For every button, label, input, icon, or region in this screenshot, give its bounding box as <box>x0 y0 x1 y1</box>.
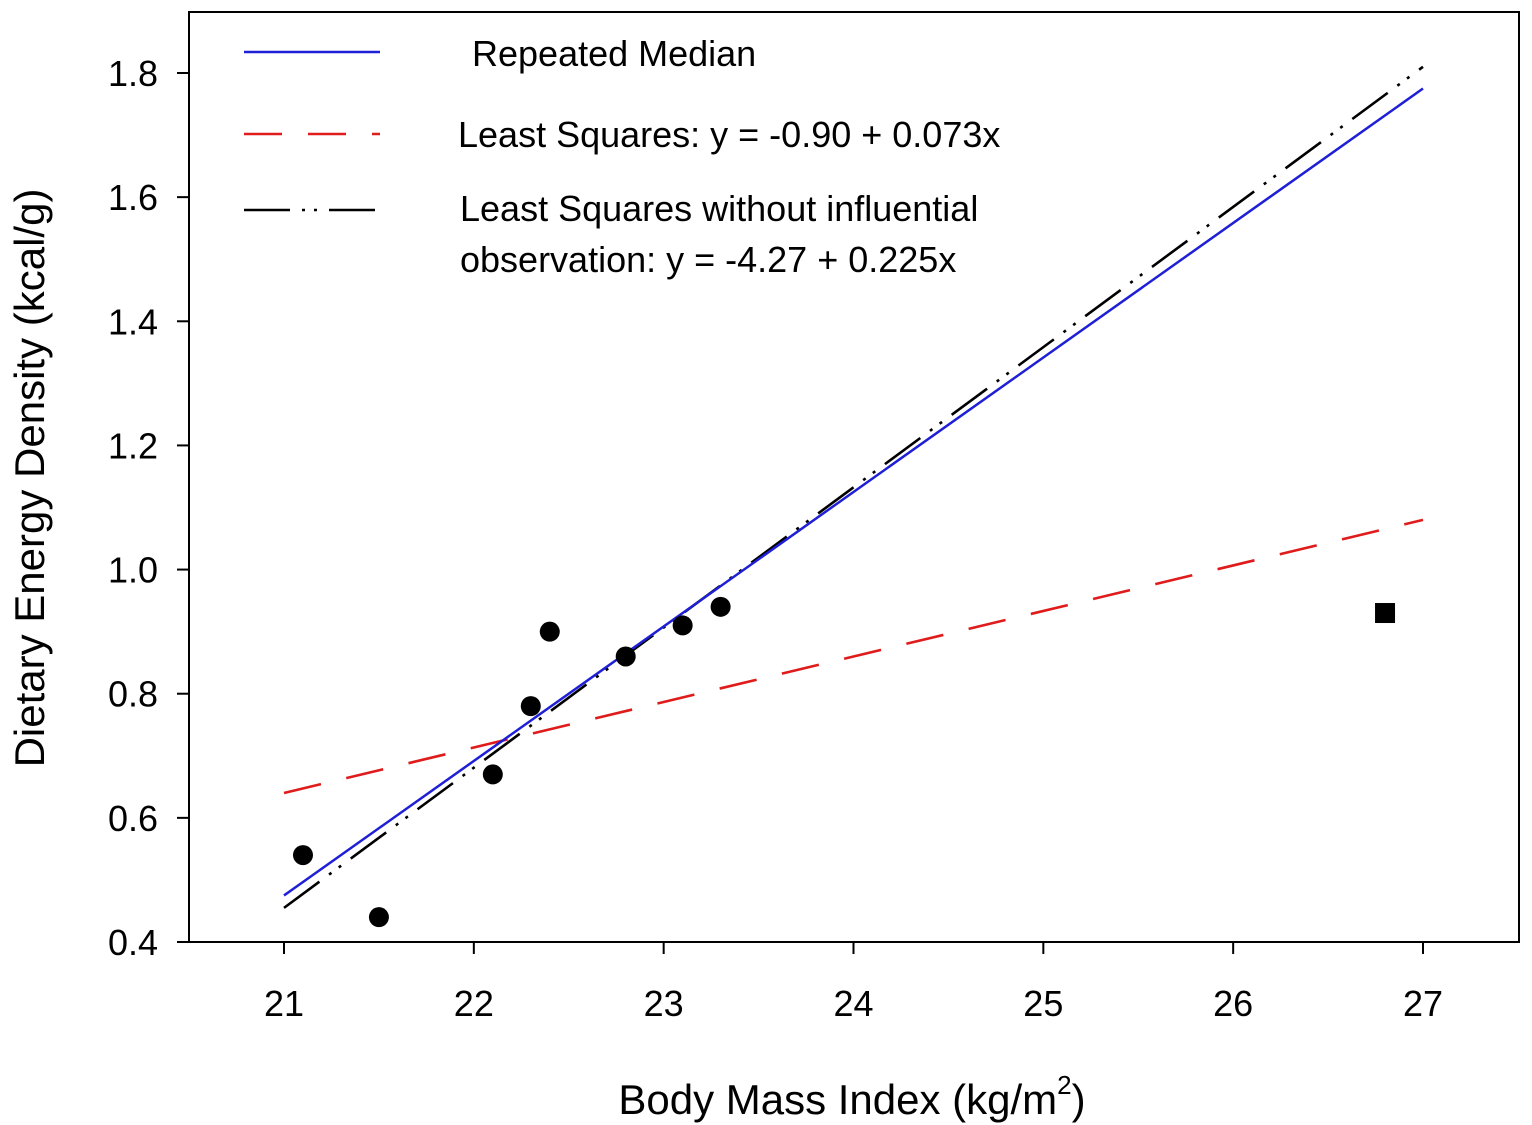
y-tick-label: 0.4 <box>108 922 158 963</box>
y-tick-label: 1.8 <box>108 53 158 94</box>
data-point <box>482 764 503 785</box>
data-point <box>292 845 313 866</box>
y-tick-label: 1.0 <box>108 550 158 591</box>
x-axis-title-main: Body Mass Index (kg/m <box>618 1076 1057 1123</box>
y-axis: 0.4 0.6 0.8 1.0 1.2 1.4 1.6 1.8 <box>108 53 189 963</box>
fit-line-2 <box>283 518 1424 795</box>
x-axis: 21 22 23 24 25 26 27 <box>264 942 1443 1024</box>
legend-label-3: Least Squares without influential <box>460 188 978 229</box>
data-point-square <box>1375 603 1396 624</box>
y-axis-title: Dietary Energy Density (kcal/g) <box>6 189 53 768</box>
data-point <box>539 621 560 642</box>
x-axis-title-superscript: 2 <box>1057 1070 1071 1100</box>
fit-lines <box>283 65 1424 909</box>
y-tick-label: 0.8 <box>108 674 158 715</box>
x-tick-label: 21 <box>264 983 304 1024</box>
x-tick-label: 26 <box>1213 983 1253 1024</box>
legend-label-1: Repeated Median <box>472 33 756 74</box>
y-tick-label: 1.4 <box>108 301 158 342</box>
data-point <box>710 596 731 617</box>
legend-label-3: observation: y = -4.27 + 0.225x <box>460 239 956 280</box>
data-point <box>520 696 541 717</box>
x-tick-label: 25 <box>1023 983 1063 1024</box>
x-axis-title: Body Mass Index (kg/m2) <box>618 1070 1085 1123</box>
fit-line-3 <box>283 65 1424 909</box>
y-tick-label: 1.2 <box>108 425 158 466</box>
x-axis-title-close: ) <box>1072 1076 1086 1123</box>
x-tick-label: 27 <box>1403 983 1443 1024</box>
legend: Repeated Median Least Squares: y = -0.90 … <box>244 33 1000 280</box>
data-point <box>368 907 389 928</box>
data-point <box>615 646 636 667</box>
y-tick-label: 1.6 <box>108 177 158 218</box>
x-tick-label: 23 <box>644 983 684 1024</box>
data-point <box>672 615 693 636</box>
x-tick-label: 24 <box>833 983 873 1024</box>
y-tick-label: 0.6 <box>108 798 158 839</box>
fit-line-1 <box>283 87 1424 897</box>
x-tick-label: 22 <box>454 983 494 1024</box>
data-points <box>292 596 1396 928</box>
legend-label-2: Least Squares: y = -0.90 + 0.073x <box>458 114 1000 155</box>
